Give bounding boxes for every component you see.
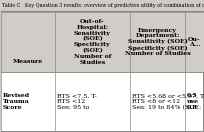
Text: Emergency
Department:
Sensitivity (SOE)
Specificity (SOE)
Number of Studies: Emergency Department: Sensitivity (SOE) … [125,28,190,56]
Bar [185,12,204,72]
Bar [130,12,185,72]
Text: Measure: Measure [13,59,43,64]
Text: Ou-
A...: Ou- A... [188,37,201,47]
Text: Table C   Key Question 3 results: overview of predictive utility of combination : Table C Key Question 3 results: overview… [2,3,204,8]
Bar [1,12,55,72]
Bar [1,72,203,131]
Bar [55,12,130,72]
Text: RTS <7.5, T-
RTS <12
Sen: 95 to: RTS <7.5, T- RTS <12 Sen: 95 to [57,93,97,110]
Text: Out-of-
Hospital:
Sensitivity
(SOE)
Specificity
(SOE)
Number of
Studies: Out-of- Hospital: Sensitivity (SOE) Spec… [74,19,111,65]
Text: Revised
Trauma
Score: Revised Trauma Score [3,93,30,110]
Text: 0.5
use
0.8: 0.5 use 0.8 [187,93,199,110]
FancyBboxPatch shape [0,0,204,10]
Text: RTS <5.68 or <5.97, T-
RTS <8 or <12
Sen: 19 to 84% (SOE:: RTS <5.68 or <5.97, T- RTS <8 or <12 Sen… [132,93,204,110]
